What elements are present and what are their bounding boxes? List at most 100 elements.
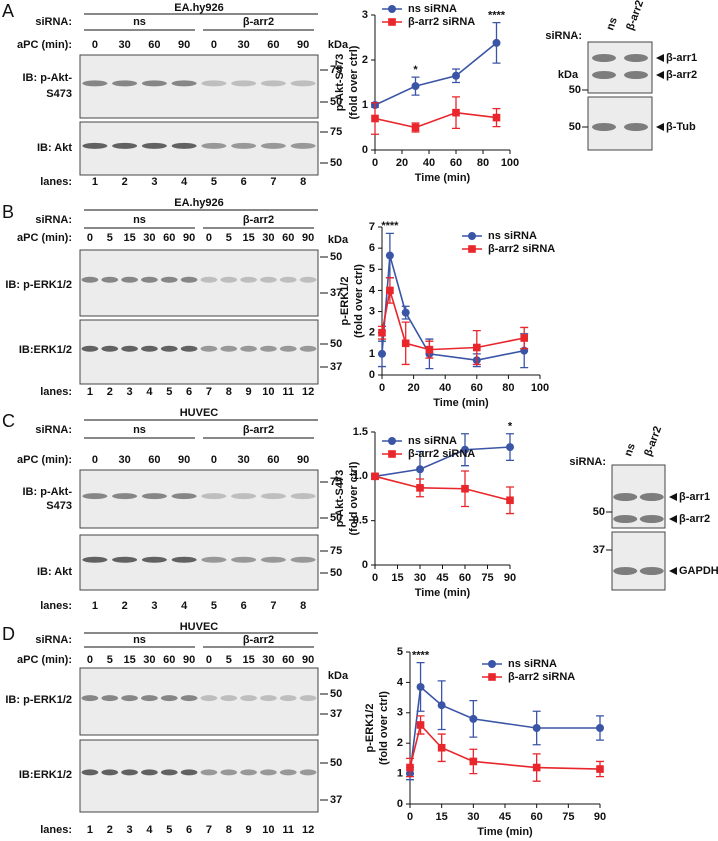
y-axis-title: p-Akt-S473 — [334, 54, 346, 111]
x-axis-title: Time (min) — [415, 172, 471, 184]
arrowhead — [669, 567, 677, 575]
kda-marker: 75 — [330, 64, 342, 76]
group-label: β-arr2 — [243, 214, 274, 226]
lane-number: 10 — [262, 824, 274, 836]
panel-letter: B — [2, 202, 14, 222]
kda-marker: 37 — [330, 361, 342, 373]
legend-marker — [388, 450, 396, 458]
x-tick-label: 75 — [481, 572, 493, 584]
time-label: 60 — [148, 39, 160, 51]
band — [260, 695, 277, 702]
band — [231, 493, 257, 500]
y-tick-label: 2 — [362, 54, 368, 66]
band — [299, 769, 317, 776]
band — [639, 493, 664, 501]
time-label: 30 — [262, 232, 274, 244]
blot — [79, 469, 319, 529]
x-tick-label: 100 — [531, 382, 549, 394]
legend-marker — [488, 673, 496, 681]
time-label: 30 — [238, 39, 250, 51]
x-tick-label: 60 — [459, 572, 471, 584]
y-axis-title: (fold over ctrl) — [348, 45, 360, 119]
arrowhead — [656, 71, 664, 79]
band — [260, 493, 286, 500]
band — [299, 345, 317, 352]
band-label: β-arr1 — [666, 52, 697, 64]
series-line — [374, 111, 497, 129]
time-label: 30 — [119, 454, 131, 466]
data-point — [596, 765, 604, 773]
blot-label: S473 — [46, 88, 72, 100]
legend-label: ns siRNA — [408, 3, 457, 15]
series-line — [374, 42, 498, 106]
band — [290, 80, 316, 87]
time-label: 30 — [143, 654, 155, 666]
legend-label: ns siRNA — [408, 435, 457, 447]
lane-number: 5 — [166, 386, 172, 398]
y-tick-label: 0 — [397, 798, 403, 810]
time-label: 90 — [302, 232, 314, 244]
lane-number: 11 — [282, 386, 294, 398]
group-label: β-arr2 — [243, 634, 274, 646]
legend-label: ns siRNA — [488, 230, 537, 242]
legend-label: β-arr2 siRNA — [408, 16, 475, 28]
x-tick-label: 20 — [407, 382, 419, 394]
arrowhead — [669, 515, 677, 523]
band — [260, 142, 286, 149]
data-point — [378, 328, 386, 337]
band — [82, 493, 108, 500]
sirna-label: siRNA: — [35, 634, 72, 646]
kda-marker: 37 — [330, 708, 342, 720]
x-tick-label: 0 — [379, 382, 385, 394]
band — [231, 142, 257, 149]
band — [171, 142, 197, 149]
significance: **** — [488, 10, 506, 22]
time-label: 0 — [87, 654, 93, 666]
data-point — [461, 445, 469, 454]
data-point — [416, 484, 424, 492]
legend-marker — [468, 245, 476, 253]
data-point — [532, 763, 541, 772]
lane-number: 2 — [122, 176, 128, 188]
blot-label: IB: Akt — [37, 566, 72, 578]
y-tick-label: 3 — [369, 305, 375, 317]
band — [101, 695, 119, 702]
band — [201, 493, 227, 500]
lane-number: 12 — [302, 824, 314, 836]
lane-number: 4 — [146, 824, 153, 836]
band-label: β-arr2 — [679, 513, 710, 525]
time-label: 60 — [267, 39, 279, 51]
lane-number: 8 — [300, 176, 306, 188]
data-point — [506, 496, 514, 505]
lane-number: 10 — [262, 386, 274, 398]
series-line — [409, 723, 601, 770]
time-label: 90 — [302, 654, 314, 666]
data-point — [437, 701, 446, 710]
band — [220, 769, 238, 776]
series-line — [381, 290, 525, 351]
blot-label: IB: p-ERK1/2 — [5, 694, 72, 706]
band — [81, 276, 99, 283]
data-point — [437, 743, 446, 752]
data-point — [596, 724, 604, 732]
band — [290, 142, 316, 149]
kda-label: kDa — [328, 670, 349, 682]
band — [290, 493, 316, 500]
blot-label: S473 — [46, 500, 72, 512]
x-tick-label: 40 — [423, 157, 435, 169]
band — [160, 695, 178, 702]
blot — [79, 54, 319, 119]
cell-line: EA.hy926 — [174, 2, 224, 14]
sirna-label: siRNA: — [35, 214, 72, 226]
band — [279, 769, 297, 776]
x-axis-title: Time (min) — [477, 826, 533, 838]
y-tick-label: 1.5 — [353, 426, 368, 438]
legend-label: ns siRNA — [508, 658, 557, 670]
arrowhead — [656, 123, 664, 131]
y-tick-label: 7 — [369, 221, 375, 233]
band — [240, 345, 257, 352]
series-line — [374, 475, 511, 502]
significance: **** — [381, 220, 399, 232]
x-tick-label: 15 — [436, 811, 448, 823]
data-point — [416, 721, 425, 729]
